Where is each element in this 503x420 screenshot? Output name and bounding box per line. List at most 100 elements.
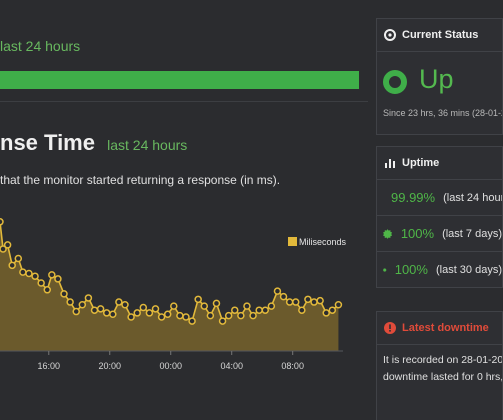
legend-swatch <box>288 237 297 246</box>
response-time-heading: nse Time last 24 hours <box>0 130 187 156</box>
data-point <box>243 302 251 310</box>
data-point <box>84 294 93 302</box>
uptime-period: (last 7 days) <box>442 227 502 240</box>
data-point <box>279 292 288 301</box>
data-point <box>78 301 87 309</box>
data-point <box>334 301 343 309</box>
data-point <box>0 218 4 226</box>
uptime-card: Uptime 99.99% (last 24 hours) 100% (last… <box>376 146 503 288</box>
check-badge-icon <box>383 267 387 272</box>
uptime-row-30d: 100% (last 30 days) <box>377 252 502 287</box>
uptime-period: (last 24 hours) <box>443 191 502 204</box>
data-point <box>139 303 148 312</box>
data-point <box>14 254 23 263</box>
uptime-bar <box>0 71 359 89</box>
status-value: Up <box>419 64 454 94</box>
data-point <box>261 306 270 314</box>
data-point <box>72 307 80 316</box>
latest-downtime-header: Latest downtime <box>377 312 502 345</box>
data-point <box>109 310 117 319</box>
current-status-body: Up Since 23 hrs, 36 mins (28-01-2014 <box>377 52 502 134</box>
data-point <box>19 268 27 276</box>
uptime-value: 99.99% <box>391 190 436 205</box>
data-point <box>31 272 39 280</box>
data-point <box>224 311 233 320</box>
data-point <box>194 295 202 304</box>
data-point <box>322 309 330 317</box>
data-point <box>291 298 300 306</box>
data-point <box>255 306 263 314</box>
data-point <box>115 298 123 306</box>
latest-downtime-card: Latest downtime It is recorded on 28-01-… <box>376 311 503 420</box>
data-point <box>8 261 16 270</box>
bar-chart-icon <box>383 156 397 170</box>
data-point <box>102 309 111 317</box>
data-point <box>206 311 215 320</box>
data-point <box>151 305 160 313</box>
data-point <box>163 310 172 319</box>
data-point <box>212 299 221 308</box>
latest-downtime-body: It is recorded on 28-01-2014, downtime l… <box>377 345 502 393</box>
data-point <box>218 317 227 325</box>
data-point <box>310 298 318 306</box>
status-up-icon <box>383 70 407 94</box>
target-icon <box>383 28 397 42</box>
x-tick-label: 08:00 <box>281 361 304 371</box>
data-point <box>328 306 337 314</box>
data-point <box>237 311 245 320</box>
uptime-value: 100% <box>394 262 428 277</box>
x-tick-label: 20:00 <box>98 361 121 371</box>
data-point <box>200 302 209 310</box>
data-point <box>170 302 178 310</box>
current-status-card: Current Status Up Since 23 hrs, 36 mins … <box>376 18 503 135</box>
data-point <box>48 271 56 279</box>
data-point <box>90 306 99 314</box>
data-point <box>249 311 257 320</box>
series-area <box>0 221 339 351</box>
data-point <box>176 311 184 320</box>
data-point <box>145 309 154 317</box>
data-point <box>285 298 294 306</box>
x-tick-label: 16:00 <box>38 361 61 371</box>
uptime-header: Uptime <box>377 147 502 180</box>
check-badge-icon <box>383 228 393 239</box>
data-point <box>188 317 196 325</box>
x-tick-label: 00:00 <box>159 361 182 371</box>
data-point <box>60 290 68 298</box>
response-time-chart: 16:00 20:00 00:00 04:00 08:00 Miliseconds <box>0 218 347 371</box>
alert-icon <box>383 321 397 335</box>
data-point <box>304 295 312 304</box>
section-divider <box>0 101 368 102</box>
response-time-period: last 24 hours <box>107 137 188 153</box>
current-status-header: Current Status <box>377 19 502 52</box>
data-point <box>231 306 239 314</box>
x-tick-label: 04:00 <box>220 361 243 371</box>
data-point <box>66 298 74 306</box>
data-point <box>96 305 105 313</box>
data-point <box>267 302 276 310</box>
data-point <box>0 245 7 253</box>
data-point <box>43 286 52 294</box>
data-point <box>298 306 306 314</box>
uptime-period: (last 30 days) <box>435 263 502 276</box>
data-point <box>54 275 62 283</box>
uptime-row-7d: 100% (last 7 days) <box>377 216 502 252</box>
left-panel: last 24 hours nse Time last 24 hours tha… <box>0 38 368 371</box>
response-time-description: that the monitor started returning a res… <box>0 173 281 187</box>
current-status-title: Current Status <box>402 29 479 41</box>
data-point <box>121 301 129 309</box>
uptime-row-24h: 99.99% (last 24 hours) <box>377 180 502 216</box>
data-point <box>25 269 33 278</box>
latest-downtime-title: Latest downtime <box>402 322 489 334</box>
status-since: Since 23 hrs, 36 mins (28-01-2014 <box>383 108 502 118</box>
data-point <box>127 313 135 321</box>
data-point <box>37 279 45 287</box>
data-point <box>3 241 12 249</box>
response-time-title: nse Time <box>0 130 95 155</box>
uptime-period-label: last 24 hours <box>0 38 81 54</box>
data-point <box>273 287 282 295</box>
data-point <box>316 296 324 305</box>
downtime-duration-text: downtime lasted for 0 hrs, 0 m <box>383 371 503 383</box>
data-point <box>182 313 190 321</box>
data-point <box>157 313 166 321</box>
